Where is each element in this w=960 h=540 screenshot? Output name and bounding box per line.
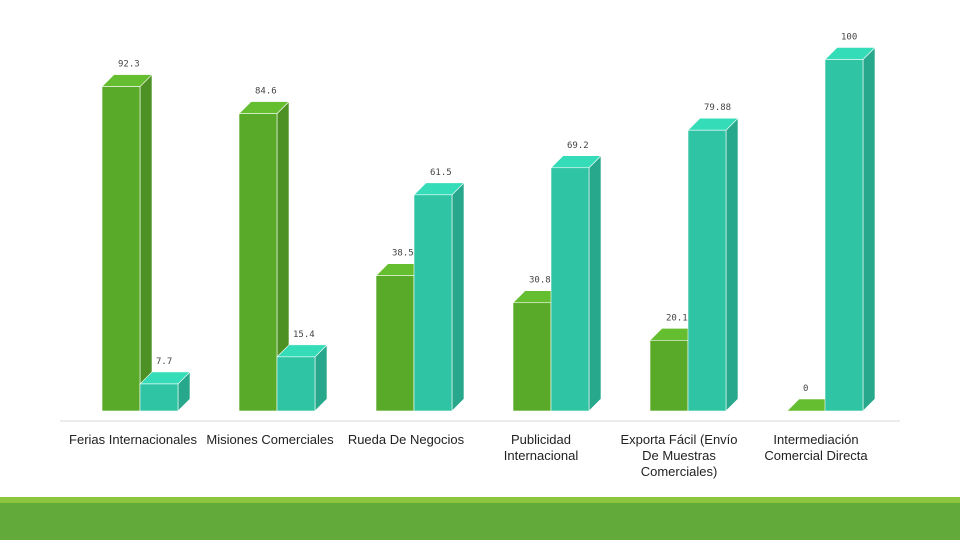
bar-front-face [238, 113, 278, 412]
bar-front-face [276, 356, 316, 412]
category-label-publicidad: Publicidad Internacional [503, 432, 579, 463]
data-label-s2-c1: 7.7 [156, 357, 172, 367]
data-label-s2-c3: 61.5 [430, 168, 452, 178]
chart-area: 92.3 7.7 84.6 15.4 38.5 61.5 30.8 69.2 20.12 79.8… [60, 33, 900, 479]
bar-s2-c5 [687, 117, 739, 412]
bar-chart: 92.3 7.7 84.6 15.4 38.5 61.5 30.8 69.2 20.12 79.8… [60, 33, 900, 422]
data-label-s2-c4: 69.2 [567, 141, 589, 151]
category-label-ferias: Ferias Internacionales [69, 432, 197, 447]
bar-side-face [862, 46, 876, 412]
data-label-s1-c2: 84.6 [255, 87, 277, 97]
bar-s2-c1 [139, 371, 191, 412]
bar-side-face [588, 155, 602, 412]
bar-s1-c1 [101, 73, 153, 412]
bar-s2-c6 [824, 46, 876, 412]
footer-stripe [0, 497, 960, 503]
data-label-s2-c2: 15.4 [293, 330, 315, 340]
data-label-s1-c3: 38.5 [392, 249, 414, 259]
bar-side-face [139, 73, 153, 412]
data-label-s2-c5: 79.88 [704, 103, 731, 113]
bar-side-face [725, 117, 739, 412]
data-label-s1-c4: 30.8 [529, 276, 551, 286]
category-label-rueda: Rueda De Negocios [347, 432, 465, 447]
bar-front-face [550, 167, 590, 412]
data-label-s1-c1: 92.3 [118, 60, 140, 70]
category-label-misiones: Misiones Comerciales [206, 432, 334, 447]
category-label-exporta: Exporta Fácil (Envío De Muestras Comerci… [620, 432, 738, 479]
bar-front-face [687, 129, 727, 412]
data-label-s1-c6: 0 [803, 384, 808, 394]
bar-front-face [375, 275, 415, 412]
data-label-s1-c5: 20.12 [666, 313, 693, 323]
data-label-s2-c6: 100 [841, 33, 857, 43]
category-label-intermediacion: Intermediación Comercial Directa [764, 432, 868, 463]
bar-front-face [824, 59, 864, 412]
bar-front-face [139, 383, 179, 412]
bar-side-face [451, 182, 465, 412]
bar-front-face [649, 339, 689, 412]
bar-front-face [512, 302, 552, 412]
bar-front-face [413, 194, 453, 412]
bar-s2-c3 [413, 182, 465, 412]
bar-s2-c4 [550, 155, 602, 412]
bar-s2-c2 [276, 344, 328, 412]
bar-front-face [101, 86, 141, 412]
footer-band [0, 503, 960, 540]
